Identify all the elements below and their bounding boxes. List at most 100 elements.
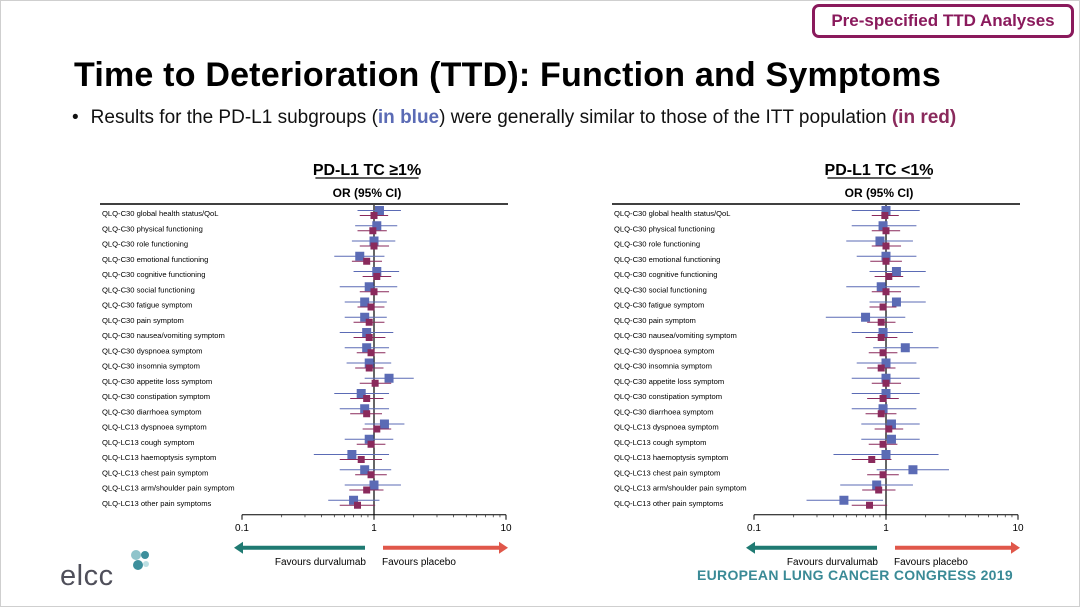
itt-point [877, 410, 885, 418]
forest-tick-label: 1 [371, 523, 377, 534]
pdl1-point [900, 343, 910, 353]
forest-row-label: QLQ-C30 insomnia symptom [614, 362, 712, 371]
forest-row-label: QLQ-C30 global health status/QoL [102, 209, 219, 218]
pdl1-point [886, 434, 896, 444]
itt-point [877, 364, 885, 372]
pdl1-point [878, 404, 888, 414]
pdl1-point [372, 267, 382, 276]
elcc-logo: elcc [60, 548, 160, 592]
forest-row-label: QLQ-C30 fatigue symptom [614, 301, 704, 310]
pdl1-point [360, 297, 370, 307]
pdl1-point [876, 282, 886, 292]
forest-row-label: QLQ-C30 appetite loss symptom [614, 377, 724, 386]
forest-row-label: QLQ-C30 physical functioning [102, 224, 203, 233]
forest-title: PD-L1 TC <1% [825, 162, 934, 179]
itt-point [371, 379, 379, 387]
forest-tick-label: 10 [1012, 523, 1024, 534]
forest-tick-label: 10 [500, 523, 512, 534]
favours-durvalumab-arrow-head-icon [746, 541, 755, 554]
itt-point [879, 349, 887, 357]
itt-point [879, 395, 887, 402]
forest-tick-label: 0.1 [235, 523, 249, 534]
forest-row-label: QLQ-LC13 haemoptysis symptom [102, 453, 216, 462]
forest-plot-svg: PD-L1 TC <1% OR (95% CI) 0.1 1 10 QLQ-C30 glo… [612, 162, 1024, 568]
pdl1-point [881, 389, 891, 398]
itt-point [367, 303, 375, 311]
itt-point [373, 425, 381, 433]
itt-point [875, 486, 883, 494]
itt-point [370, 212, 378, 219]
itt-point [363, 486, 371, 494]
favours-durvalumab-label: Favours durvalumab [275, 557, 367, 568]
forest-row-label: QLQ-LC13 other pain symptoms [614, 499, 724, 508]
pdl1-point [384, 373, 394, 383]
forest-row-label: QLQ-C30 diarrhoea symptom [102, 407, 202, 416]
forest-tick-label: 1 [883, 523, 889, 534]
itt-point [879, 471, 887, 479]
pdl1-point [374, 206, 384, 215]
forest-row-label: QLQ-C30 insomnia symptom [102, 362, 200, 371]
pdl1-point [360, 465, 370, 475]
pdl1-point [364, 282, 374, 292]
pdl1-point [362, 328, 372, 337]
pdl1-point [872, 480, 882, 490]
forest-row-label: QLQ-C30 pain symptom [102, 316, 184, 325]
favours-placebo-arrow-head-icon [1011, 541, 1020, 554]
pdl1-point [356, 389, 366, 398]
pdl1-point [839, 495, 849, 505]
elcc-logo-text: elcc [60, 560, 114, 592]
forest-row-label: QLQ-C30 role functioning [614, 240, 700, 249]
pdl1-point [881, 206, 891, 215]
forest-row-label: QLQ-C30 dyspnoea symptom [614, 346, 714, 355]
forest-tick-label: 0.1 [747, 523, 761, 534]
bullet-point: • Results for the PD-L1 subgroups (in blu… [72, 107, 956, 129]
forest-row-label: QLQ-C30 cognitive functioning [614, 270, 717, 279]
forest-row-label: QLQ-LC13 chest pain symptom [102, 468, 208, 477]
itt-point [882, 242, 890, 250]
bullet-text-red: (in red) [891, 107, 957, 128]
forest-title: PD-L1 TC ≥1% [313, 162, 421, 179]
favours-placebo-label: Favours placebo [382, 557, 456, 568]
forest-row-label: QLQ-C30 physical functioning [614, 224, 715, 233]
forest-row-label: QLQ-C30 emotional functioning [102, 255, 208, 264]
pdl1-point [908, 465, 918, 475]
itt-point [877, 318, 885, 326]
itt-point [363, 395, 371, 402]
pdl1-point [349, 495, 359, 505]
forest-row-label: QLQ-LC13 cough symptom [614, 438, 706, 447]
pdl1-point [891, 297, 901, 307]
pdl1-point [881, 251, 891, 261]
pdl1-point [861, 312, 871, 322]
itt-point [885, 273, 893, 280]
itt-point [885, 425, 893, 433]
forest-row-label: QLQ-C30 pain symptom [614, 316, 696, 325]
itt-point [367, 349, 375, 357]
pdl1-point [881, 450, 891, 459]
pdl1-point [347, 450, 357, 459]
pdl1-point [881, 358, 891, 368]
pdl1-point [369, 236, 379, 246]
forest-row-label: QLQ-C30 social functioning [102, 285, 195, 294]
forest-row-label: QLQ-LC13 arm/shoulder pain symptom [614, 484, 747, 493]
forest-row-label: QLQ-C30 fatigue symptom [102, 301, 192, 310]
itt-point [868, 456, 876, 463]
itt-point [866, 501, 874, 509]
pdl1-point [891, 267, 901, 276]
pdl1-point [360, 312, 370, 322]
pdl1-point [364, 358, 374, 368]
forest-row-label: QLQ-C30 role functioning [102, 240, 188, 249]
favours-placebo-label: Favours placebo [894, 557, 968, 568]
pdl1-point [360, 404, 370, 414]
itt-point [369, 227, 377, 235]
itt-point [879, 303, 887, 311]
itt-point [367, 471, 375, 479]
elcc-logo-mark [131, 550, 149, 570]
forest-row-label: QLQ-LC13 dyspnoea symptom [102, 423, 207, 432]
forest-row-label: QLQ-C30 global health status/QoL [614, 209, 731, 218]
forest-row-label: QLQ-C30 emotional functioning [614, 255, 720, 264]
forest-row-label: QLQ-C30 cognitive functioning [102, 270, 205, 279]
itt-point [365, 364, 373, 372]
itt-point [882, 257, 890, 265]
pdl1-point [369, 480, 379, 490]
pdl1-point [372, 221, 382, 231]
